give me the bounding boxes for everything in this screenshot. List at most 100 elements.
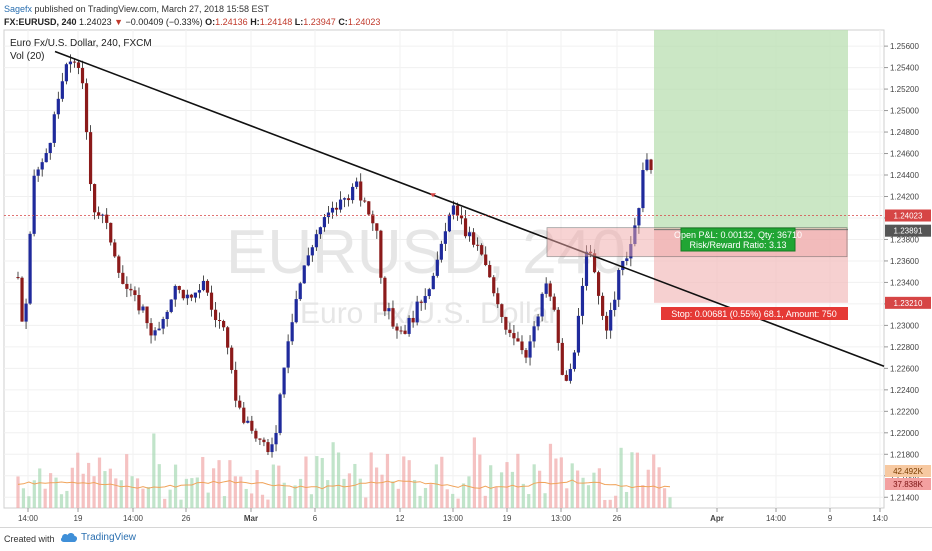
volume-bar (320, 457, 324, 508)
volume-bar (614, 495, 618, 508)
candle-body (169, 299, 173, 312)
candle-body (512, 333, 516, 339)
candle-body (520, 341, 524, 351)
volume-bar (521, 483, 525, 508)
candle-body (576, 315, 581, 353)
volume-bar (353, 463, 357, 508)
footer: Created with TradingView (0, 527, 932, 551)
publisher-link[interactable]: Sagefx (4, 4, 33, 14)
volume-bar (49, 473, 53, 508)
volume-bars (16, 433, 672, 508)
candle-body (109, 222, 113, 243)
candle-body (205, 280, 210, 293)
volume-bar (184, 478, 189, 508)
tradingview-link[interactable]: TradingView (60, 531, 136, 543)
candle-body (68, 61, 73, 65)
open-value: 1.24136 (215, 17, 248, 27)
volume-bar (597, 468, 601, 508)
candle-body (310, 247, 314, 256)
candle-body (617, 270, 621, 300)
candle-body (435, 259, 439, 276)
volume-bar (119, 480, 123, 508)
candle-body (568, 369, 572, 381)
vol-tag: 37.838K (893, 480, 923, 489)
candle-body (447, 214, 452, 232)
stop-text: Stop: 0.00681 (0.55%) 68.1, Amount: 750 (671, 309, 837, 319)
candle-body (294, 299, 298, 323)
volume-bar (315, 456, 319, 508)
price-chart[interactable]: EURUSD, 240 Euro Fx/U.S. Dollar 1.256001… (0, 28, 932, 526)
time-tick-label: 13:00 (551, 514, 572, 523)
candle-body (105, 214, 109, 223)
price-tick-label: 1.22000 (890, 429, 919, 438)
candle-body (266, 442, 270, 453)
candle-body (363, 200, 367, 202)
volume-bar (141, 488, 145, 508)
created-with-text: Created with (4, 534, 55, 544)
volume-bar (146, 487, 150, 508)
volume-bar (576, 470, 580, 508)
candle-body (347, 198, 351, 201)
candle-body (488, 265, 492, 278)
candle-body (133, 290, 137, 296)
high-value: 1.24148 (259, 17, 293, 27)
candle-body (262, 439, 266, 443)
candle-body (601, 295, 605, 316)
chart-area[interactable]: EURUSD, 240 Euro Fx/U.S. Dollar 1.25600 1… (0, 28, 932, 526)
time-axis[interactable]: 14:00 19 14:00 26 Mar 6 12 13:00 19 13:00 26 Apr 14:… (18, 508, 888, 523)
volume-bar (92, 476, 96, 508)
volume-bar (570, 463, 574, 508)
price-tick-label: 1.22600 (890, 364, 919, 373)
candle-body (508, 329, 512, 334)
candle-body (355, 181, 359, 187)
vol-ma-tag-bg (885, 465, 931, 477)
volume-bar (152, 433, 156, 508)
candle-body (548, 283, 552, 297)
volume-average-line (17, 479, 671, 490)
volume-bar (135, 478, 140, 508)
candle-body (185, 294, 189, 299)
volume-bar (369, 452, 373, 508)
volume-bar (494, 486, 498, 508)
volume-bar (130, 476, 134, 508)
stop-price-tag: 1.23210 (894, 299, 923, 308)
candle-body (93, 184, 97, 213)
candle-body (16, 277, 20, 279)
volume-bar (543, 493, 547, 508)
candle-body (480, 245, 484, 255)
volume-bar (527, 494, 531, 508)
risk-reward-text: Risk/Reward Ratio: 3.13 (689, 240, 786, 250)
volume-bar (255, 470, 259, 508)
volume-bar (434, 464, 438, 508)
volume-bar (21, 488, 26, 508)
candle-body (72, 61, 77, 63)
price-tick-label: 1.23000 (890, 321, 919, 330)
candle-body (52, 114, 56, 143)
volume-bar (489, 465, 493, 508)
candle-body (492, 277, 496, 294)
candle-body (459, 215, 464, 219)
candle-body (274, 432, 278, 445)
candle-body (484, 254, 488, 266)
volume-bar (402, 456, 406, 508)
candle-body (56, 98, 60, 115)
candle-body (455, 205, 460, 216)
volume-bar (641, 485, 645, 508)
price-tick-label: 1.22800 (890, 343, 919, 352)
volume-bar (228, 460, 232, 508)
candle-body (504, 316, 508, 330)
volume-bar (662, 488, 667, 508)
volume-bar (619, 447, 623, 508)
price-axis[interactable]: 1.25600 1.25400 1.25200 1.25000 1.24800 1.246… (884, 42, 919, 502)
candle-body (97, 212, 101, 216)
candle-body (213, 309, 218, 321)
candle-body (44, 153, 48, 163)
down-arrow-icon: ▼ (114, 17, 124, 27)
candle-body (20, 277, 24, 322)
risk-reward-tool[interactable] (654, 30, 848, 303)
time-tick-label: 26 (182, 514, 191, 523)
candle-body (399, 330, 403, 332)
candle-body (28, 233, 32, 304)
candle-body (153, 330, 157, 336)
volume-bar (277, 465, 281, 508)
